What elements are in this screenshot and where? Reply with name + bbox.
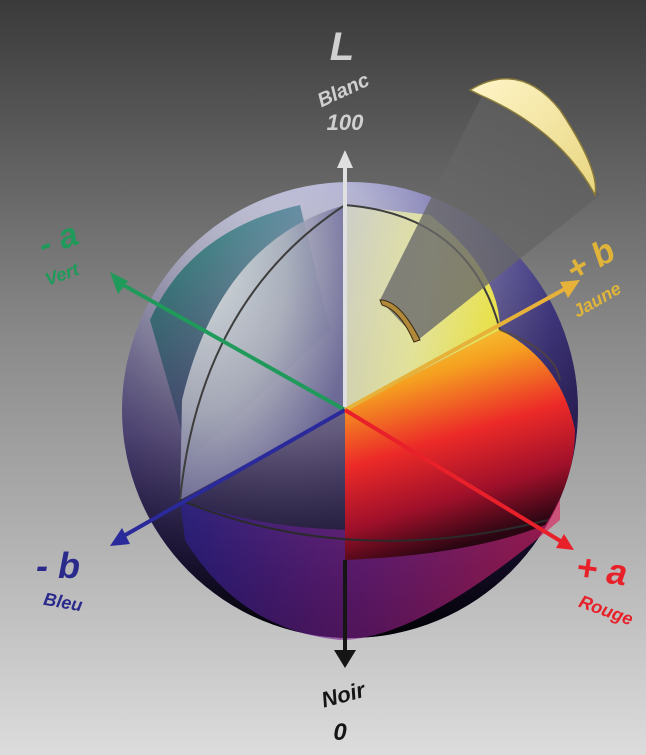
l-minus-value: 0 xyxy=(333,719,347,746)
l-plus-value: 100 xyxy=(327,110,364,135)
a-plus-symbol: + a xyxy=(574,546,630,594)
l-plus-symbol: L xyxy=(330,25,354,69)
b-minus-symbol: - b xyxy=(36,545,80,586)
